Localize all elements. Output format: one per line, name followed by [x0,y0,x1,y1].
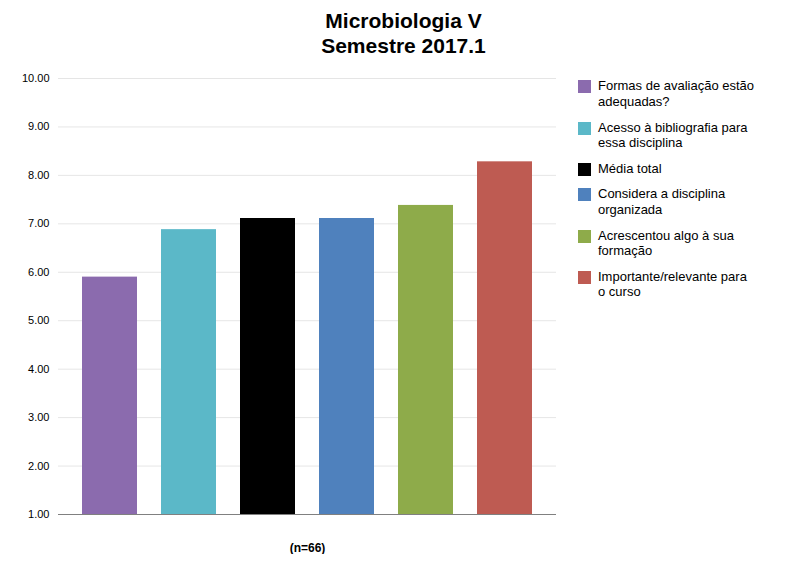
svg-text:6.00: 6.00 [28,266,49,278]
svg-text:9.00: 9.00 [28,121,49,133]
svg-text:8.00: 8.00 [28,169,49,181]
svg-text:2.00: 2.00 [28,460,49,472]
svg-text:5.00: 5.00 [28,315,49,327]
svg-text:7.00: 7.00 [28,218,49,230]
html-text:Média total: Média total [598,160,662,176]
html-text:Formas de avaliação estão adeq: Formas de avaliação estão adequadas? [598,78,755,109]
html-text:Considera a disciplina organiz: Considera a disciplina organizada [598,186,726,217]
html-text:Acesso à bibliografia para ess: Acesso à bibliografia para essa discipli… [598,119,748,151]
svg-text:3.00: 3.00 [28,412,49,424]
html-text:Microbiologia V Semestre 2017.: Microbiologia V Semestre 2017.1 [321,9,486,58]
html-text:Acrescentou algo à sua formaçã: Acrescentou algo à sua formação [598,227,734,259]
svg-text:4.00: 4.00 [28,363,49,375]
svg-text:(n=66): (n=66) [290,541,326,555]
svg-text:10.00: 10.00 [22,72,50,84]
html-text:Importante/relevante para o cu: Importante/relevante para o curso [598,268,747,300]
svg-text:1.00: 1.00 [28,508,49,520]
